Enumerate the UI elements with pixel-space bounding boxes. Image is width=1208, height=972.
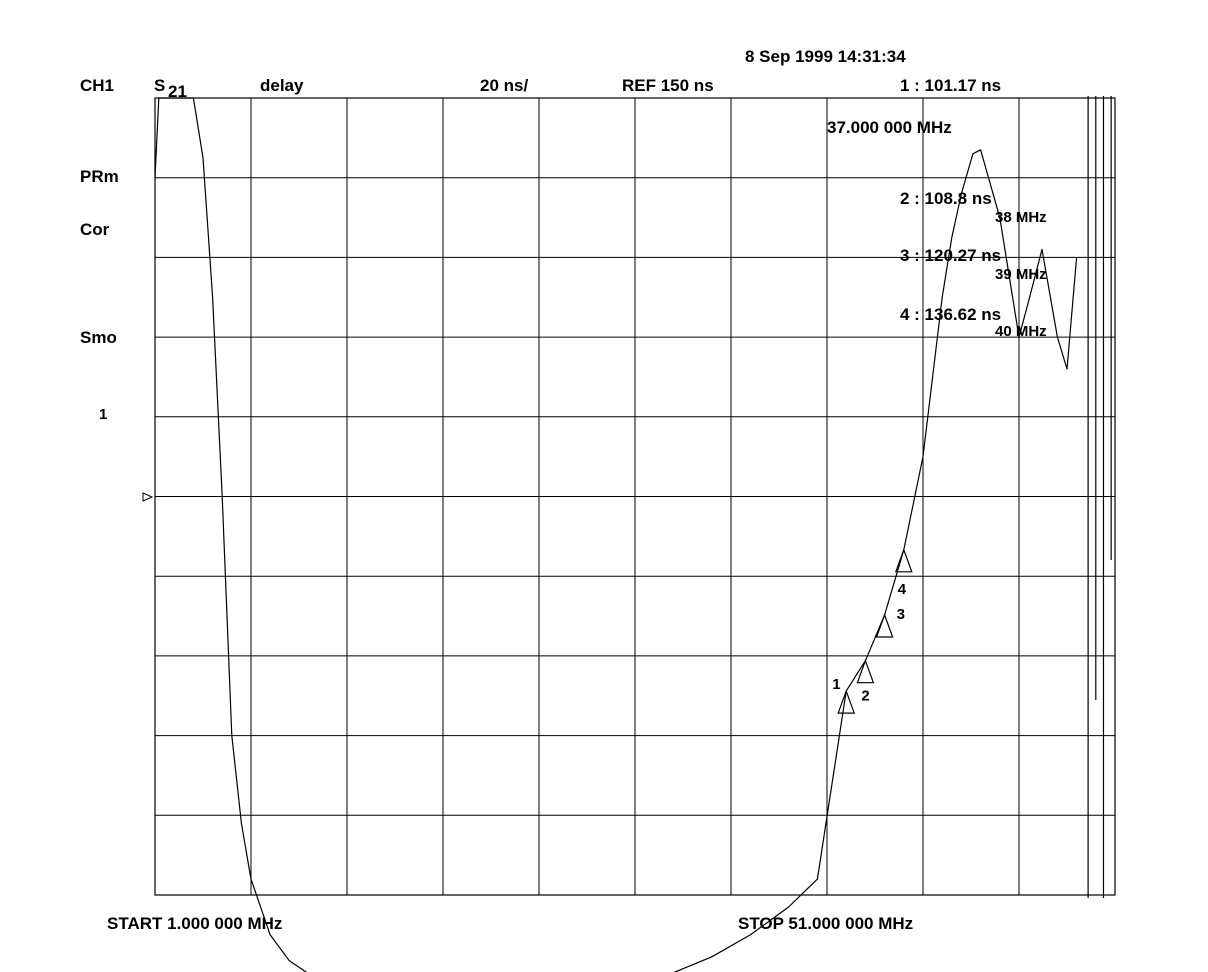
param-main: S <box>154 76 166 95</box>
marker-readout-4: 4 : 136.62 ns <box>900 305 1002 324</box>
marker-3-symbol <box>875 613 894 638</box>
ref-label: REF 150 ns <box>622 76 714 95</box>
timestamp: 8 Sep 1999 14:31:34 <box>745 47 906 66</box>
scale-label: 20 ns/ <box>480 76 529 95</box>
marker-4-symbol <box>894 548 913 573</box>
channel-label: CH1 <box>80 76 115 95</box>
format-label: delay <box>260 76 304 95</box>
marker-4-label: 4 <box>898 581 907 598</box>
param-sub: 21 <box>168 82 187 101</box>
stop-frequency: STOP 51.000 000 MHz <box>738 914 914 933</box>
start-frequency: START 1.000 000 MHz <box>107 914 283 933</box>
cor-label: Cor <box>80 220 110 239</box>
marker-1-label: 1 <box>832 676 840 693</box>
reference-position-arrow <box>142 492 154 502</box>
active-marker-freq: 37.000 000 MHz <box>827 118 952 137</box>
prm-label: PRm <box>80 167 119 186</box>
marker-freq-2: 38 MHz <box>995 209 1047 226</box>
marker-2-symbol <box>856 658 875 684</box>
marker-3-label: 3 <box>897 606 905 623</box>
ref-position-label: 1 <box>99 406 108 423</box>
marker-2-label: 2 <box>861 688 869 705</box>
marker-1-symbol <box>837 689 856 714</box>
smo-label: Smo <box>80 328 117 347</box>
plot-grid <box>154 97 1116 896</box>
marker-readout-3: 3 : 120.27 ns <box>900 246 1002 265</box>
active-marker-readout: 1 : 101.17 ns <box>900 76 1002 95</box>
delay-trace <box>154 97 1078 972</box>
